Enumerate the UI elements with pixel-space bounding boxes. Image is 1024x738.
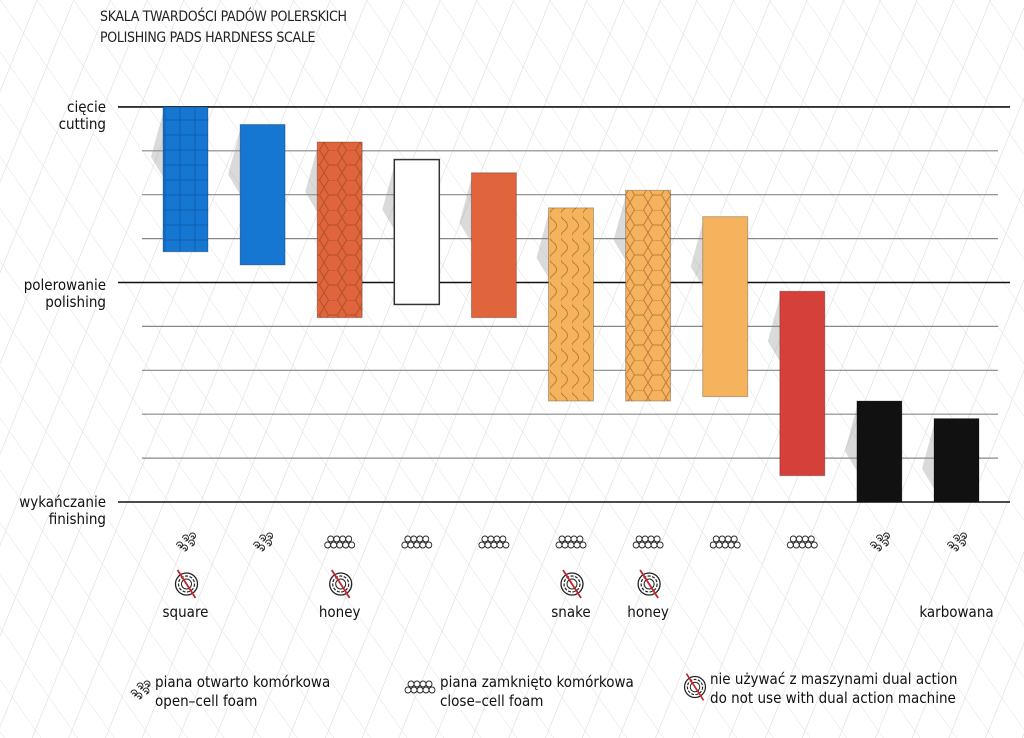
y-label-en: finishing: [48, 510, 106, 528]
bar-11: [922, 418, 980, 503]
chart-title-en: POLISHING PADS HARDNESS SCALE: [100, 30, 316, 46]
bar-mark: [702, 216, 749, 398]
bar-10: [844, 400, 903, 503]
legend-no-dual-action: nie używać z maszynami dual action do no…: [710, 670, 957, 708]
y-label-pl: polerowanie: [23, 276, 106, 294]
bar-label: karbowana: [919, 603, 994, 621]
chart-title-pl: SKALA TWARDOŚCI PADÓW POLERSKICH: [100, 9, 347, 25]
bar-shadow: [151, 112, 163, 177]
bar-9: [767, 290, 826, 477]
open-cell-foam-icon: [869, 532, 890, 552]
no-dual-action-icon: [637, 569, 661, 599]
bar-2: [228, 123, 286, 266]
bar-texture-snake: [548, 207, 594, 402]
bar-texture-honey: [625, 190, 671, 402]
open-cell-foam-icon: [253, 532, 274, 552]
bar-mark: [393, 158, 441, 306]
y-label-pl: wykańczanie: [19, 493, 106, 511]
bar-1: [151, 106, 209, 253]
no-dual-action-icon: [560, 569, 584, 599]
y-label-cutting: cięcie cutting: [59, 99, 106, 133]
bar-5: [459, 172, 517, 319]
bar-mark: [856, 400, 903, 503]
bar-shadow: [844, 407, 857, 472]
legend-text-pl: nie używać z maszynami dual action: [710, 670, 958, 688]
legend-text-en: close–cell foam: [440, 692, 544, 710]
bar-shadow: [767, 297, 780, 362]
open-cell-foam-icon: [176, 532, 196, 552]
close-cell-foam-icon: [324, 535, 356, 549]
legend-open-cell: piana otwarto komórkowa open–cell foam: [155, 673, 330, 711]
close-cell-foam-icon: [555, 535, 587, 549]
close-cell-foam-icon: [632, 535, 664, 549]
no-dual-action-icon: [174, 569, 199, 599]
legend-text-en: do not use with dual action machine: [710, 689, 956, 707]
bar-8: [690, 216, 749, 398]
bar-shadow: [382, 165, 395, 230]
y-label-polishing: polerowanie polishing: [24, 277, 106, 311]
bar-shadow: [536, 213, 549, 278]
bar-7: [613, 189, 672, 402]
bar-shadow: [690, 222, 703, 287]
y-label-finishing: wykańczanie finishing: [19, 494, 106, 528]
bar-shadow: [459, 178, 472, 243]
close-cell-foam-icon: [401, 535, 433, 549]
legend-close-cell: piana zamknięto komórkowa close–cell foa…: [440, 673, 634, 711]
bar-shadow: [922, 424, 934, 489]
bar-label: snake: [551, 603, 591, 621]
bar-mark: [933, 418, 980, 503]
bar-shadow: [228, 130, 241, 195]
no-dual-action-icon: [329, 569, 353, 599]
bar-4: [382, 158, 441, 306]
bar-label: honey: [627, 603, 669, 621]
open-cell-foam-icon: [130, 680, 151, 700]
close-cell-foam-icon: [786, 535, 818, 549]
bar-shadow: [305, 148, 318, 213]
y-label-pl: cięcie: [67, 98, 106, 116]
close-cell-foam-icon: [478, 535, 510, 549]
bar-mark: [470, 172, 517, 319]
bar-mark: [779, 290, 826, 477]
bar-label: square: [162, 603, 209, 621]
bar-6: [536, 207, 594, 402]
open-cell-foam-icon: [947, 532, 967, 552]
bar-mark: [239, 123, 286, 266]
no-dual-action-icon: [683, 673, 707, 701]
bar-shadow: [613, 196, 626, 261]
close-cell-foam-icon: [709, 535, 741, 549]
legend-text-pl: piana otwarto komórkowa: [155, 673, 331, 691]
bar-label: honey: [318, 603, 361, 621]
bar-texture-honey: [317, 142, 363, 318]
close-cell-foam-icon: [404, 680, 436, 694]
y-label-en: polishing: [45, 293, 106, 311]
legend-text-pl: piana zamknięto komórkowa: [440, 673, 634, 691]
bar-3: [305, 141, 363, 319]
y-label-en: cutting: [58, 115, 106, 133]
bar-texture-square: [163, 106, 208, 252]
legend-text-en: open–cell foam: [155, 692, 258, 710]
